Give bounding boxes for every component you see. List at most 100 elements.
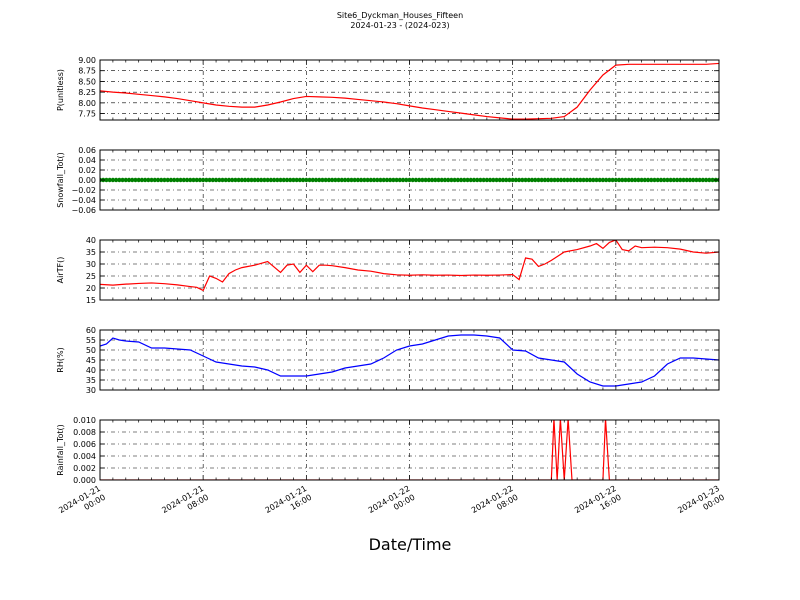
snowfall-point <box>355 177 361 183</box>
snowfall-point <box>159 177 164 183</box>
snowfall-point <box>574 177 580 183</box>
chart-title-block: Site6_Dyckman_Houses_Fifteen 2024-01-23 … <box>0 11 800 31</box>
snowfall-point <box>587 177 593 183</box>
snowfall-point <box>429 177 435 183</box>
snowfall-point <box>671 177 677 183</box>
snowfall-point <box>549 177 554 183</box>
snowfall-point <box>645 177 651 183</box>
snowfall-point <box>349 177 354 183</box>
snowfall-point <box>268 177 274 183</box>
x-tick-label: 2024-01-2108:00 <box>160 484 210 524</box>
snowfall-point <box>120 177 125 183</box>
snowfall-point <box>130 177 135 183</box>
snowfall-point <box>697 177 702 183</box>
snowfall-point <box>204 177 209 183</box>
snowfall-point <box>368 177 374 183</box>
snowfall-point <box>339 177 344 183</box>
snowfall-point <box>610 177 615 183</box>
snowfall-point <box>110 177 116 183</box>
snowfall-point <box>342 177 348 183</box>
snowfall-point <box>439 177 444 183</box>
snowfall-point <box>416 177 422 183</box>
snowfall-point <box>117 177 122 183</box>
y-tick-label: 0.00 <box>78 176 96 185</box>
snowfall-point <box>513 177 519 183</box>
snowfall-point <box>152 177 158 183</box>
y-tick-label: 55 <box>86 336 96 345</box>
snowfall-point <box>239 177 245 183</box>
snowfall-point <box>136 177 141 183</box>
snowfall-point <box>694 177 699 183</box>
snowfall-point <box>378 177 383 183</box>
snowfall-point <box>455 177 461 183</box>
snowfall-point <box>652 177 657 183</box>
y-tick-label: 30 <box>86 260 96 269</box>
snowfall-point <box>175 177 180 183</box>
y-tick-label: 7.75 <box>78 110 96 119</box>
snowfall-point <box>510 177 515 183</box>
snowfall-point <box>275 177 280 183</box>
snowfall-point <box>536 177 541 183</box>
snowfall-point <box>104 177 109 183</box>
snowfall-point <box>326 177 332 183</box>
snowfall-point <box>500 177 506 183</box>
snowfall-point <box>229 177 235 183</box>
snowfall-point <box>168 177 174 183</box>
snowfall-point <box>642 177 648 183</box>
snowfall-point <box>223 177 228 183</box>
snowfall-point <box>365 177 370 183</box>
snowfall-point <box>465 177 470 183</box>
snowfall-point <box>687 177 693 183</box>
snowfall-point <box>475 177 480 183</box>
y-tick-label: 45 <box>86 356 96 365</box>
snowfall-point <box>626 177 631 183</box>
snowfall-point <box>578 177 583 183</box>
snowfall-point <box>668 177 673 183</box>
snowfall-point <box>665 177 670 183</box>
snowfall-point <box>613 177 619 183</box>
snowfall-point <box>420 177 425 183</box>
series-line-1 <box>100 62 719 120</box>
y-tick-label: 60 <box>86 326 96 335</box>
snowfall-point <box>313 177 319 183</box>
snowfall-point <box>661 177 667 183</box>
y-tick-label: −0.02 <box>71 186 96 195</box>
snowfall-point <box>562 177 567 183</box>
snowfall-point <box>533 177 538 183</box>
snowfall-point <box>123 177 128 183</box>
snowfall-point <box>649 177 654 183</box>
snowfall-point <box>484 177 490 183</box>
snowfall-point <box>133 177 138 183</box>
snowfall-point <box>478 177 483 183</box>
snowfall-point <box>594 177 599 183</box>
snowfall-point <box>107 177 112 183</box>
snowfall-point <box>226 177 232 183</box>
snowfall-point <box>468 177 473 183</box>
snowfall-point <box>397 177 403 183</box>
snowfall-point <box>568 177 573 183</box>
snowfall-point <box>281 177 286 183</box>
x-tick-label: 2024-01-2100:00 <box>57 484 107 524</box>
snowfall-point <box>333 177 338 183</box>
snowfall-point <box>317 177 322 183</box>
y-tick-label: 0.04 <box>78 156 96 165</box>
snowfall-point <box>529 177 535 183</box>
snowfall-point <box>655 177 660 183</box>
snowfall-point <box>142 177 148 183</box>
snowfall-point <box>632 177 638 183</box>
x-tick-label: 2024-01-2208:00 <box>470 484 520 524</box>
snowfall-point <box>452 177 457 183</box>
snowfall-point <box>113 177 119 183</box>
snowfall-point <box>581 177 586 183</box>
snowfall-point <box>217 177 222 183</box>
snowfall-point <box>703 177 709 183</box>
snowfall-point <box>213 177 219 183</box>
y-tick-label: 9.00 <box>78 56 96 65</box>
y-tick-label: −0.04 <box>71 196 96 205</box>
chart-subtitle: 2024-01-23 - (2024-023) <box>350 21 450 30</box>
snowfall-point <box>597 177 602 183</box>
snowfall-point <box>710 177 715 183</box>
snowfall-point <box>565 177 570 183</box>
y-tick-label: 8.75 <box>78 67 96 76</box>
